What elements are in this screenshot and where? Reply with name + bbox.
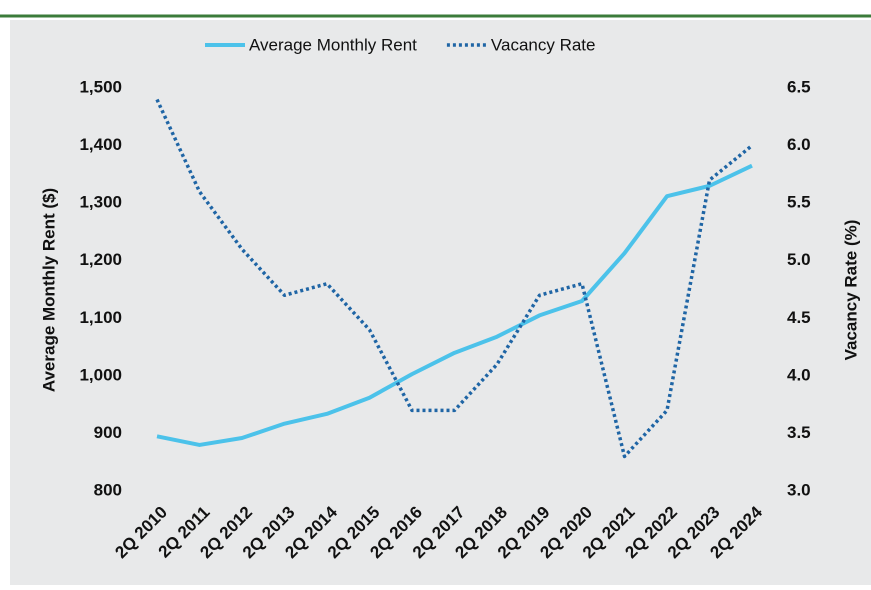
legend-label: Average Monthly Rent [249,35,417,54]
y-tick-label: 1,400 [79,135,122,154]
y2-tick-label: 4.0 [787,365,811,384]
y-tick-label: 1,100 [79,308,122,327]
y2-tick-label: 3.0 [787,480,811,499]
series-line [155,98,754,459]
y-tick-label: 1,000 [79,365,122,384]
y-tick-label: 1,500 [79,77,122,96]
y-tick-label: 1,200 [79,250,122,269]
y2-tick-label: 4.5 [787,308,811,327]
y-tick-label: 900 [94,423,122,442]
y-tick-label: 1,300 [79,193,122,212]
y2-tick-label: 6.0 [787,135,811,154]
plot-bg [10,20,871,585]
series-line [156,163,753,447]
y2-tick-label: 3.5 [787,423,811,442]
y2-tick-label: 6.5 [787,77,811,96]
y2-tick-label: 5.5 [787,193,811,212]
y-axis-label: Average Monthly Rent ($) [39,188,58,392]
y2-axis-label: Vacancy Rate (%) [841,220,860,361]
y-tick-label: 800 [94,480,122,499]
y2-tick-label: 5.0 [787,250,811,269]
legend-label: Vacancy Rate [491,35,596,54]
